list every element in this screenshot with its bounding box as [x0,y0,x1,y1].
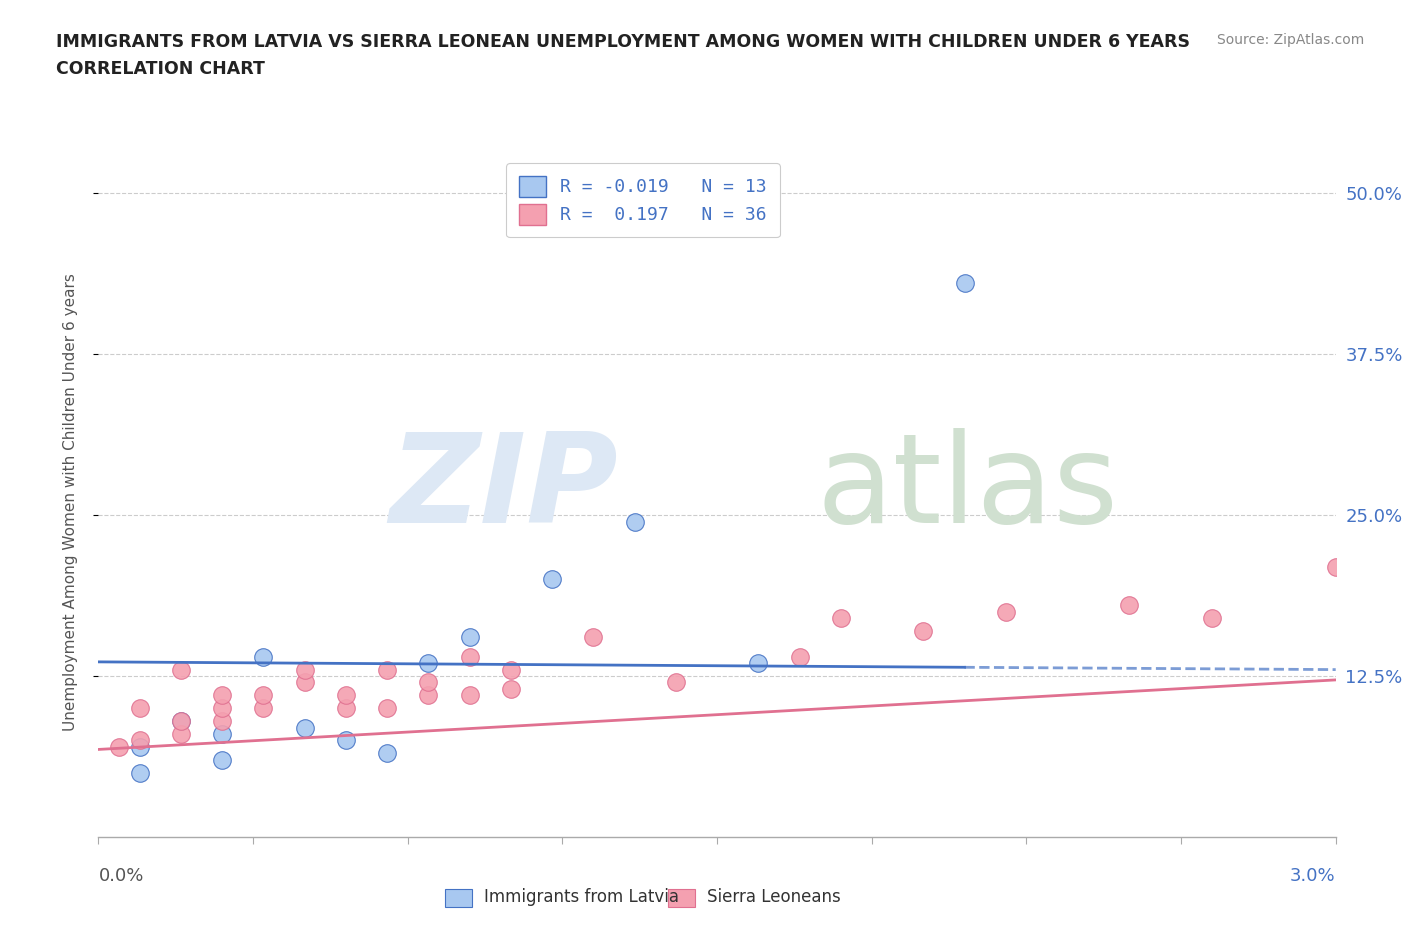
Point [1201,611,1223,626]
Point [335,733,357,748]
Point [665,675,688,690]
Point [375,746,398,761]
Point [128,733,150,748]
Point [541,572,564,587]
Point [953,276,976,291]
Point [335,688,357,703]
Point [1118,598,1140,613]
Point [582,630,605,644]
Point [418,688,440,703]
Point [458,688,481,703]
Point [128,765,150,780]
Text: Sierra Leoneans: Sierra Leoneans [707,888,841,906]
Point [294,675,316,690]
Point [211,701,233,716]
Point [211,713,233,728]
Point [108,739,131,754]
Point [747,656,769,671]
Point [211,688,233,703]
Point [458,630,481,644]
Point [294,662,316,677]
Point [912,623,935,638]
Text: Source: ZipAtlas.com: Source: ZipAtlas.com [1216,33,1364,46]
Point [252,688,274,703]
Point [499,662,522,677]
Text: ZIP: ZIP [389,429,619,550]
Point [170,726,193,741]
FancyBboxPatch shape [444,888,472,908]
Point [375,662,398,677]
Y-axis label: Unemployment Among Women with Children Under 6 years: Unemployment Among Women with Children U… [63,273,77,731]
Point [499,682,522,697]
Point [170,662,193,677]
Legend: R = -0.019   N = 13, R =  0.197   N = 36: R = -0.019 N = 13, R = 0.197 N = 36 [506,163,779,237]
Point [1324,559,1347,574]
Point [128,701,150,716]
Point [789,649,811,664]
Text: CORRELATION CHART: CORRELATION CHART [56,60,266,78]
Point [994,604,1017,619]
Point [335,701,357,716]
Point [375,701,398,716]
Text: 0.0%: 0.0% [98,867,143,885]
Point [458,649,481,664]
Point [418,675,440,690]
Point [830,611,852,626]
FancyBboxPatch shape [668,888,695,908]
Point [252,701,274,716]
Text: IMMIGRANTS FROM LATVIA VS SIERRA LEONEAN UNEMPLOYMENT AMONG WOMEN WITH CHILDREN : IMMIGRANTS FROM LATVIA VS SIERRA LEONEAN… [56,33,1191,50]
Point [128,739,150,754]
Point [252,649,274,664]
Text: Immigrants from Latvia: Immigrants from Latvia [485,888,679,906]
Point [623,514,645,529]
Point [294,720,316,735]
Point [170,713,193,728]
Point [170,713,193,728]
Point [418,656,440,671]
Point [211,752,233,767]
Point [211,726,233,741]
Text: atlas: atlas [815,429,1118,550]
Text: 3.0%: 3.0% [1291,867,1336,885]
